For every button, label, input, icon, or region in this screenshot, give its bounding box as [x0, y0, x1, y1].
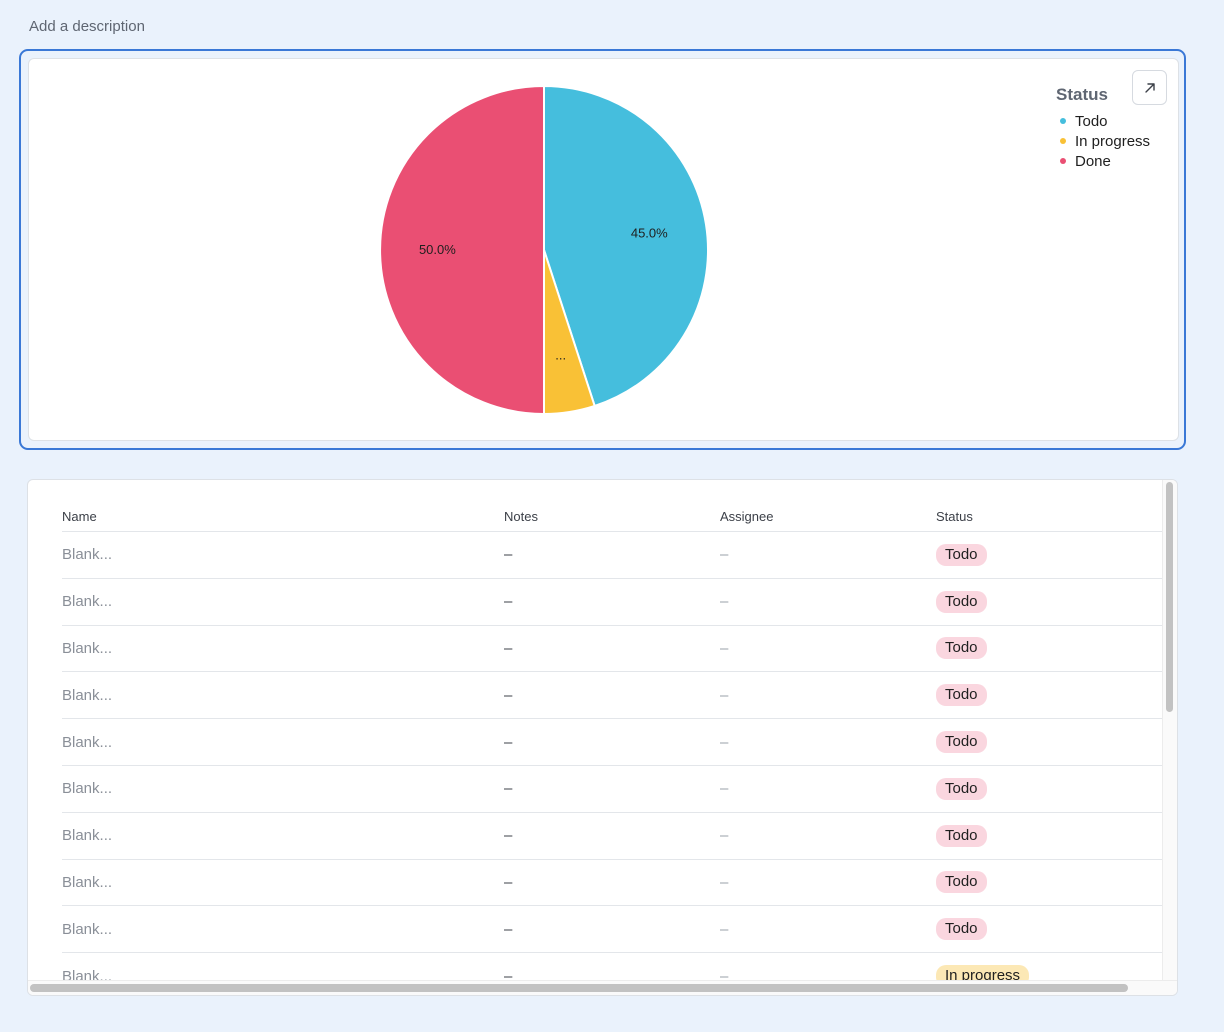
cell-notes[interactable]: – — [504, 546, 513, 564]
data-table: Name Notes Assignee Status Blank... – – Tod… — [27, 479, 1178, 996]
cell-notes[interactable]: – — [504, 686, 513, 704]
table-row[interactable]: Blank... – – Todo — [62, 532, 1162, 579]
cell-status[interactable]: Todo — [936, 860, 987, 906]
cell-status[interactable]: Todo — [936, 579, 987, 625]
cell-name[interactable]: Blank... — [62, 733, 113, 751]
table-row[interactable]: Blank... – – In progress — [62, 953, 1162, 980]
cell-notes[interactable]: – — [504, 780, 513, 798]
cell-assignee[interactable]: – — [720, 639, 729, 657]
table-row[interactable]: Blank... – – Todo — [62, 766, 1162, 813]
chart-card[interactable]: 45.0%... 50.0% Status Todo In progress Do… — [19, 49, 1186, 450]
status-badge: Todo — [936, 731, 987, 754]
cell-assignee[interactable]: – — [720, 967, 729, 980]
chart-panel: 45.0%... 50.0% Status Todo In progress Do… — [28, 58, 1179, 441]
pie-label-todo: 45.0% — [631, 225, 668, 240]
legend-item-in-progress[interactable]: In progress — [1056, 131, 1150, 151]
cell-assignee[interactable]: – — [720, 873, 729, 891]
cell-assignee[interactable]: – — [720, 733, 729, 751]
table-body: Blank... – – Todo Blank... – – Todo Blank... – – To… — [62, 532, 1162, 980]
status-badge: Todo — [936, 824, 987, 847]
pie-slice-todo[interactable] — [543, 84, 709, 408]
cell-assignee[interactable]: – — [720, 920, 729, 938]
legend-dot — [1060, 138, 1066, 144]
cell-name[interactable]: Blank... — [62, 639, 113, 657]
description-placeholder[interactable]: Add a description — [29, 18, 145, 35]
status-badge: Todo — [936, 777, 987, 800]
table-row[interactable]: Blank... – – Todo — [62, 813, 1162, 860]
table-header: Name Notes Assignee Status — [62, 502, 1162, 532]
status-badge: Todo — [936, 637, 987, 660]
cell-notes[interactable]: – — [504, 733, 513, 751]
cell-name[interactable]: Blank... — [62, 920, 113, 938]
cell-status[interactable]: In progress — [936, 953, 1030, 980]
pie-chart: 45.0%... 50.0% — [379, 84, 709, 416]
status-badge: In progress — [936, 965, 1030, 980]
cell-assignee[interactable]: – — [720, 780, 729, 798]
table-row[interactable]: Blank... – – Todo — [62, 579, 1162, 626]
cell-status[interactable]: Todo — [936, 813, 987, 859]
column-header-name[interactable]: Name — [62, 509, 97, 524]
cell-status[interactable]: Todo — [936, 766, 987, 812]
cell-notes[interactable]: – — [504, 873, 513, 891]
cell-name[interactable]: Blank... — [62, 546, 113, 564]
table-row[interactable]: Blank... – – Todo — [62, 906, 1162, 954]
horizontal-scrollbar-thumb[interactable] — [30, 984, 1128, 992]
cell-status[interactable]: Todo — [936, 626, 987, 672]
cell-name[interactable]: Blank... — [62, 686, 113, 704]
cell-notes[interactable]: – — [504, 593, 513, 611]
table-row[interactable]: Blank... – – Todo — [62, 719, 1162, 766]
legend-label: Todo — [1075, 112, 1108, 130]
pie-slice-done[interactable] — [379, 84, 545, 416]
legend-label: In progress — [1075, 132, 1151, 150]
legend-item-done[interactable]: Done — [1056, 151, 1150, 171]
cell-assignee[interactable]: – — [720, 827, 729, 845]
expand-chart-button[interactable] — [1132, 70, 1167, 105]
cell-name[interactable]: Blank... — [62, 827, 113, 845]
cell-notes[interactable]: – — [504, 827, 513, 845]
cell-assignee[interactable]: – — [720, 546, 729, 564]
cell-notes[interactable]: – — [504, 920, 513, 938]
legend-item-todo[interactable]: Todo — [1056, 111, 1150, 131]
cell-notes[interactable]: – — [504, 967, 513, 980]
status-badge: Todo — [936, 918, 987, 941]
status-badge: Todo — [936, 684, 987, 707]
cell-assignee[interactable]: – — [720, 593, 729, 611]
column-header-assignee[interactable]: Assignee — [720, 509, 774, 524]
status-badge: Todo — [936, 543, 987, 566]
table-row[interactable]: Blank... – – Todo — [62, 626, 1162, 673]
cell-status[interactable]: Todo — [936, 672, 987, 718]
cell-name[interactable]: Blank... — [62, 780, 113, 798]
pie-label-done: 50.0% — [419, 242, 456, 257]
table-row[interactable]: Blank... – – Todo — [62, 672, 1162, 720]
cell-status[interactable]: Todo — [936, 906, 987, 952]
table-row[interactable]: Blank... – – Todo — [62, 860, 1162, 907]
cell-name[interactable]: Blank... — [62, 967, 113, 980]
legend-label: Done — [1075, 152, 1111, 170]
column-header-status[interactable]: Status — [936, 509, 973, 524]
vertical-scrollbar[interactable] — [1162, 480, 1177, 980]
chart-legend: Status Todo In progress Done — [1056, 85, 1150, 171]
column-header-notes[interactable]: Notes — [504, 509, 538, 524]
cell-status[interactable]: Todo — [936, 719, 987, 765]
pie-label-in-progress: ... — [555, 347, 566, 362]
legend-dot — [1060, 118, 1066, 124]
cell-name[interactable]: Blank... — [62, 593, 113, 611]
legend-dot — [1060, 158, 1066, 164]
cell-name[interactable]: Blank... — [62, 873, 113, 891]
cell-status[interactable]: Todo — [936, 532, 987, 578]
legend-title: Status — [1056, 85, 1108, 104]
arrow-up-right-icon — [1144, 82, 1155, 93]
cell-notes[interactable]: – — [504, 639, 513, 657]
status-badge: Todo — [936, 590, 987, 613]
cell-assignee[interactable]: – — [720, 686, 729, 704]
status-badge: Todo — [936, 871, 987, 894]
vertical-scrollbar-thumb[interactable] — [1166, 482, 1173, 712]
